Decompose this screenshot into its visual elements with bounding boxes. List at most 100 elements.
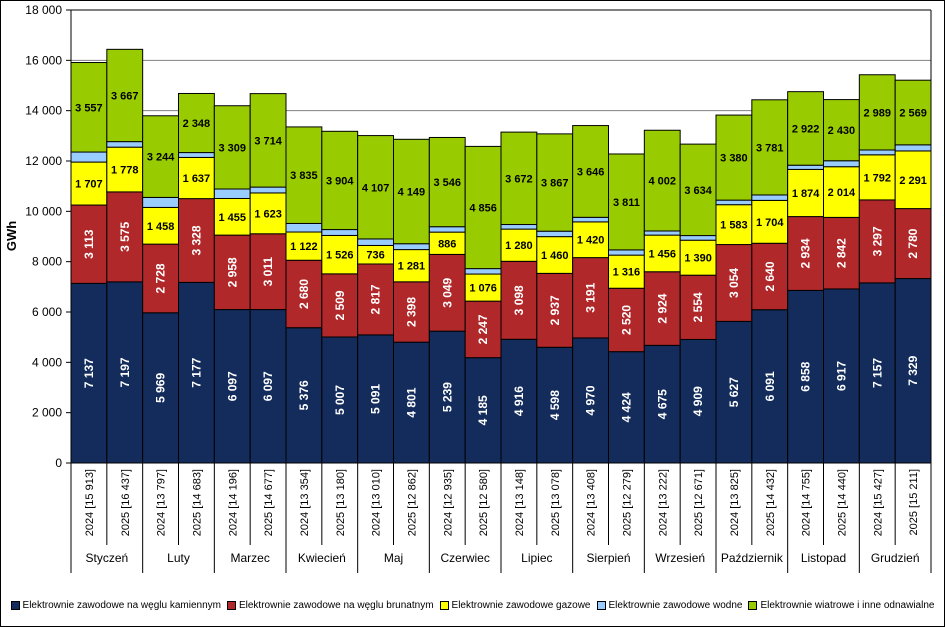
data-label: 6 858 xyxy=(799,361,813,391)
x-category-label: 2024 [13 010] xyxy=(371,469,383,536)
data-label: 2 520 xyxy=(619,305,633,335)
bar-segment xyxy=(178,198,215,283)
data-label: 2 728 xyxy=(154,263,168,293)
data-label: 2 398 xyxy=(404,297,418,327)
bar-segment xyxy=(500,260,538,340)
bar-segment xyxy=(643,344,681,464)
data-label: 3 634 xyxy=(684,185,712,197)
y-tick-label: 18 000 xyxy=(25,3,62,17)
y-tick-label: 12 000 xyxy=(25,154,62,168)
bar-segment xyxy=(393,138,430,245)
data-label: 3 546 xyxy=(433,177,461,189)
bar-segment xyxy=(142,196,180,208)
month-label: Kwiecień xyxy=(298,551,346,565)
legend-swatch xyxy=(226,600,236,610)
month-label: Październik xyxy=(721,551,784,565)
data-label: 3 867 xyxy=(541,178,569,190)
bar-segment xyxy=(536,230,574,238)
x-category-label: 2025 [16 437] xyxy=(120,469,132,536)
data-label: 7 329 xyxy=(906,355,920,385)
data-label: 1 420 xyxy=(577,235,605,247)
bar-segment xyxy=(357,238,394,246)
legend-swatch xyxy=(439,600,449,610)
bar-segment xyxy=(428,226,466,233)
bar-segment xyxy=(213,105,251,190)
data-label: 3 672 xyxy=(505,173,533,185)
bar-segment xyxy=(858,199,896,284)
data-label: 5 091 xyxy=(369,384,383,414)
bar-segment xyxy=(643,230,681,236)
data-label: 4 107 xyxy=(362,182,390,194)
data-label: 3 054 xyxy=(727,268,741,298)
bar-segment xyxy=(70,62,108,153)
data-label: 2 817 xyxy=(369,284,383,314)
y-tick-label: 10 000 xyxy=(25,204,62,218)
bar-segment xyxy=(142,206,180,245)
bar-segment xyxy=(321,130,359,231)
bar-segment xyxy=(249,192,287,235)
bar-segment xyxy=(894,79,932,146)
data-label: 4 970 xyxy=(584,385,598,415)
x-category-label: 2024 [13 797] xyxy=(156,469,168,536)
data-label: 5 627 xyxy=(727,377,741,407)
data-label: 4 675 xyxy=(655,389,669,419)
bar-segment xyxy=(572,216,610,223)
data-label: 4 916 xyxy=(512,386,526,416)
month-label: Marzec xyxy=(230,551,269,565)
bar-segment xyxy=(142,115,180,198)
data-label: 3 835 xyxy=(290,170,318,182)
data-label: 1 281 xyxy=(398,261,426,273)
y-tick-label: 6 000 xyxy=(32,305,62,319)
data-label: 1 623 xyxy=(254,208,282,220)
data-label: 886 xyxy=(438,238,456,250)
y-tick-label: 0 xyxy=(55,456,62,470)
data-label: 3 297 xyxy=(870,226,884,256)
bar-segment xyxy=(572,221,610,259)
x-category-label: 2025 [12 862] xyxy=(406,469,418,536)
data-label: 3 380 xyxy=(720,153,748,165)
bar-segment xyxy=(823,99,860,162)
bar-segment xyxy=(536,272,574,348)
bar-segment xyxy=(464,300,502,359)
bar-segment xyxy=(213,188,251,199)
x-category-label: 2024 [14 755] xyxy=(801,469,813,536)
month-label: Wrzesień xyxy=(655,551,705,565)
x-category-label: 2025 [13 078] xyxy=(550,469,562,536)
bar-segment xyxy=(178,152,215,158)
legend: Elektrownie zawodowe na węglu kamiennym E… xyxy=(0,598,945,612)
y-tick-label: 4 000 xyxy=(32,355,62,369)
month-label: Maj xyxy=(384,551,403,565)
data-label: 6 917 xyxy=(834,361,848,391)
x-category-label: 2025 [14 440] xyxy=(836,469,848,536)
x-axis-categories: 2024 [15 913] 2025 [16 437] 2024 [13 797] 2… xyxy=(70,463,932,573)
data-label: 1 874 xyxy=(792,188,820,200)
y-tick-label: 2 000 xyxy=(32,406,62,420)
data-label: 3 113 xyxy=(82,229,96,259)
data-label: 1 456 xyxy=(648,248,676,260)
bar-segment xyxy=(751,99,789,196)
bar-segment xyxy=(536,133,574,232)
data-label: 1 316 xyxy=(613,267,641,279)
data-label: 2 569 xyxy=(899,108,927,120)
data-label: 1 455 xyxy=(218,212,246,224)
x-category-label: 2025 [12 580] xyxy=(478,469,490,536)
data-label: 2 247 xyxy=(476,314,490,344)
data-label: 7 137 xyxy=(82,358,96,388)
x-category-label: 2024 [13 825] xyxy=(729,469,741,536)
data-label: 1 390 xyxy=(684,253,712,265)
x-category-label: 2024 [15 913] xyxy=(84,469,96,536)
data-label: 2 842 xyxy=(834,238,848,268)
bar-segment xyxy=(249,93,287,188)
bar-segment xyxy=(608,287,645,353)
bar-segment xyxy=(536,346,574,464)
data-label: 2 430 xyxy=(828,125,856,137)
data-label: 1 583 xyxy=(720,220,748,232)
data-label: 2 640 xyxy=(763,261,777,291)
bar-segment xyxy=(393,243,430,251)
data-label: 7 197 xyxy=(118,357,132,387)
bar-segment xyxy=(178,92,215,154)
bar-segment xyxy=(787,164,825,170)
data-label: 3 667 xyxy=(111,90,139,102)
bar-segment xyxy=(643,234,681,273)
x-category-label: 2024 [13 354] xyxy=(299,469,311,536)
